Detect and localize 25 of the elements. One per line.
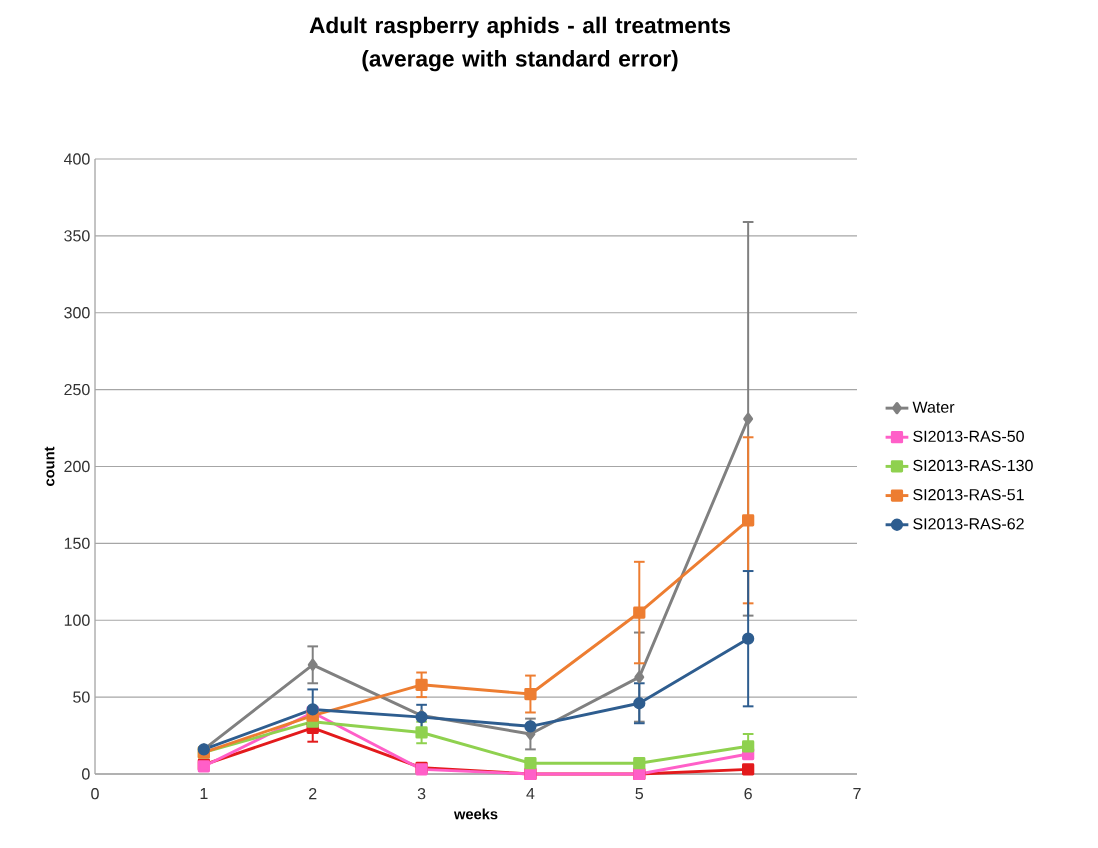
legend-label: Water [912,401,955,413]
legend-label: SI2013-RAS-62 [913,518,1024,530]
x-tick-label: 6 [744,788,752,800]
x-tick-label: 7 [853,788,861,800]
y-tick-label: 50 [73,691,90,703]
x-tick-label: 4 [526,788,535,800]
y-tick-label: 300 [64,307,90,319]
legend-label: SI2013-RAS-50 [913,430,1024,442]
x-axis-title: weeks [453,808,498,820]
legend-label: SI2013-RAS-130 [913,459,1033,472]
y-tick-label: 400 [63,153,90,165]
y-tick-label: 150 [64,537,90,550]
x-tick-label: 1 [200,788,208,800]
x-tick-label: 2 [309,788,317,800]
y-tick-label: 0 [82,768,90,780]
y-tick-label: 100 [64,614,90,626]
y-tick-label: 250 [64,383,90,396]
chart-title: Adult raspberry aphids - all treatments (average with standard error) [309,16,731,72]
y-axis-title: count [44,446,55,486]
x-tick-label: 3 [417,788,426,800]
x-tick-label: 0 [91,788,99,800]
y-tick-label: 350 [64,230,90,242]
y-tick-label: 200 [64,460,90,473]
legend-label: SI2013-RAS-51 [913,489,1024,501]
x-tick-label: 5 [635,788,644,800]
